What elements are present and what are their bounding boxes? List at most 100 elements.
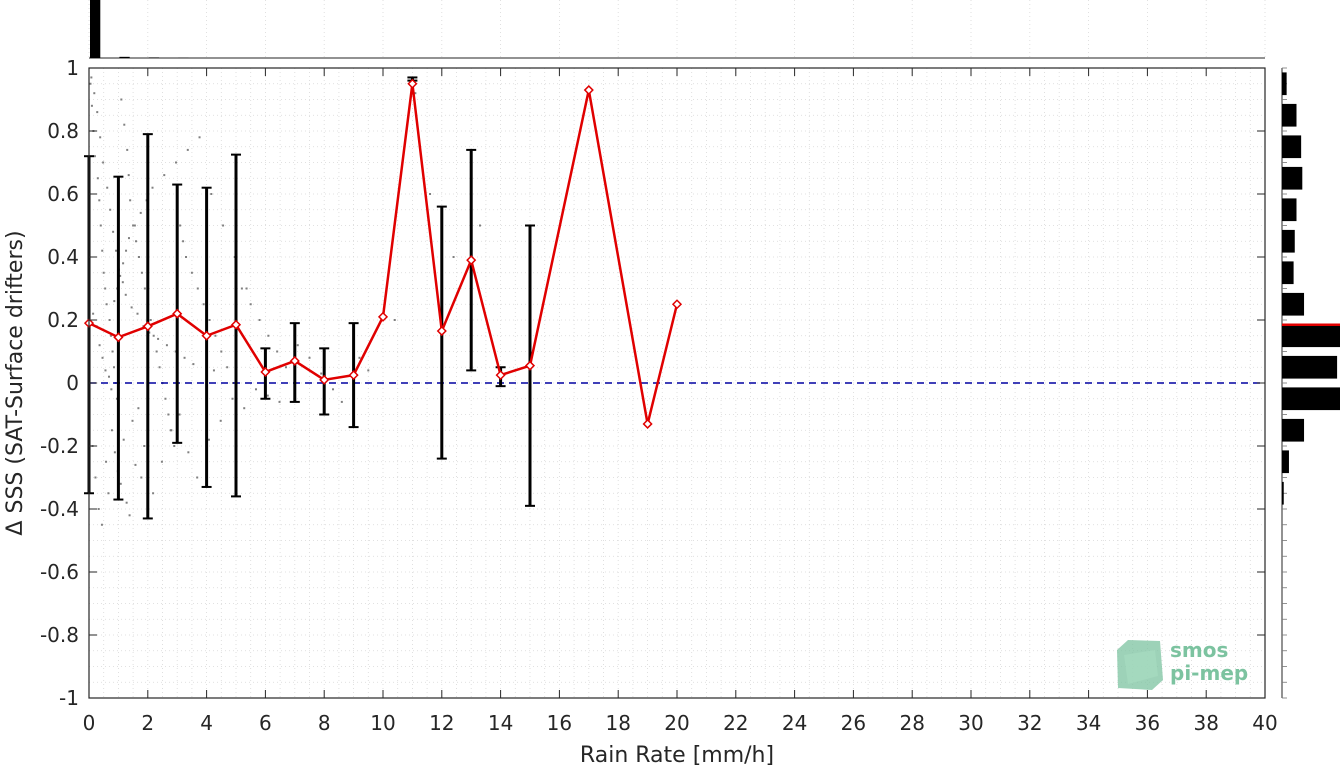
y-tick-label: -0.8 [40, 623, 79, 647]
x-tick-label: 28 [899, 711, 924, 735]
scatter-point [191, 272, 193, 274]
scatter-point [144, 288, 146, 290]
scatter-point [152, 187, 154, 189]
scatter-point [106, 187, 108, 189]
scatter-point [93, 92, 95, 94]
top-hist-bar [119, 57, 129, 58]
scatter-point [358, 357, 360, 359]
scatter-point [125, 250, 127, 252]
x-tick-label: 14 [488, 711, 513, 735]
y-tick-label: -0.2 [40, 434, 79, 458]
top-hist-bar [90, 0, 100, 58]
watermark-line2: pi-mep [1170, 661, 1248, 685]
scatter-point [197, 288, 199, 290]
scatter-point [135, 240, 137, 242]
right-hist-bar [1282, 324, 1340, 347]
scatter-point [120, 483, 122, 485]
right-hist-bar [1282, 104, 1297, 127]
right-hist-bar [1282, 167, 1302, 190]
scatter-point [164, 398, 166, 400]
y-tick-label: -0.6 [40, 560, 79, 584]
y-axis-label: Δ SSS (SAT-Surface drifters) [3, 230, 28, 535]
scatter-point [102, 162, 104, 164]
x-axis-label: Rain Rate [mm/h] [580, 743, 774, 768]
scatter-point [122, 262, 124, 264]
scatter-point [140, 212, 142, 214]
scatter-point [96, 111, 98, 113]
scatter-point [276, 351, 278, 353]
series-marker [114, 333, 122, 341]
y-tick-label: -0.4 [40, 497, 79, 521]
right-hist-bar [1282, 356, 1337, 379]
scatter-point [161, 461, 163, 463]
right-hist-bar [1282, 230, 1295, 253]
right-histogram [1282, 68, 1340, 698]
x-tick-label: 36 [1135, 711, 1160, 735]
scatter-point [210, 193, 212, 195]
right-hist-bar [1282, 261, 1294, 284]
scatter-point [220, 351, 222, 353]
scatter-point [89, 83, 91, 85]
series-marker [438, 327, 446, 335]
x-tick-label: 18 [605, 711, 630, 735]
right-hist-bar [1282, 419, 1304, 442]
scatter-point [105, 461, 107, 463]
y-tick-label: 0.6 [47, 182, 79, 206]
series-marker [673, 300, 681, 308]
scatter-point [90, 76, 92, 78]
scatter-point [128, 237, 130, 239]
scatter-point [112, 231, 114, 233]
scatter-point [285, 366, 287, 368]
scatter-point [179, 414, 181, 416]
scatter-point [182, 240, 184, 242]
x-tick-label: 0 [83, 711, 96, 735]
scatter-point [97, 177, 99, 179]
scatter-point [394, 319, 396, 321]
x-tick-label: 34 [1076, 711, 1101, 735]
scatter-point [279, 401, 281, 403]
scatter-point [137, 407, 139, 409]
scatter-point [156, 351, 158, 353]
watermark-line1: smos [1170, 638, 1228, 662]
x-tick-label: 2 [141, 711, 154, 735]
scatter-point [126, 502, 128, 504]
right-hist-bar [1282, 293, 1304, 316]
scatter-point [196, 477, 198, 479]
scatter-point [255, 388, 257, 390]
scatter-point [297, 344, 299, 346]
scatter-point [179, 225, 181, 227]
scatter-point [209, 319, 211, 321]
scatter-point [113, 366, 115, 368]
x-tick-label: 20 [664, 711, 689, 735]
right-hist-bar [1282, 482, 1284, 505]
x-tick-label: 30 [958, 711, 983, 735]
scatter-point [120, 99, 122, 101]
scatter-point [170, 429, 172, 431]
y-tick-label: -1 [59, 686, 79, 710]
watermark-logo: smos pi-mep [1117, 638, 1248, 690]
scatter-point [107, 492, 109, 494]
scatter-point [132, 420, 134, 422]
scatter-point [199, 136, 201, 138]
scatter-point [226, 366, 228, 368]
x-tick-label: 24 [782, 711, 807, 735]
scatter-point [185, 256, 187, 258]
scatter-point [241, 288, 243, 290]
scatter-point [98, 199, 100, 201]
scatter-point [140, 477, 142, 479]
scatter-point [103, 272, 105, 274]
right-hist-bar [1282, 135, 1301, 158]
scatter-point [187, 451, 189, 453]
x-tick-label: 26 [841, 711, 866, 735]
scatter-point [113, 300, 115, 302]
scatter-point [128, 174, 130, 176]
x-tick-label: 12 [429, 711, 454, 735]
y-tick-label: 1 [66, 56, 79, 80]
scatter-point [134, 225, 136, 227]
y-tick-label: 0.4 [47, 245, 79, 269]
right-hist-bar [1282, 387, 1340, 410]
scatter-point [131, 306, 133, 308]
